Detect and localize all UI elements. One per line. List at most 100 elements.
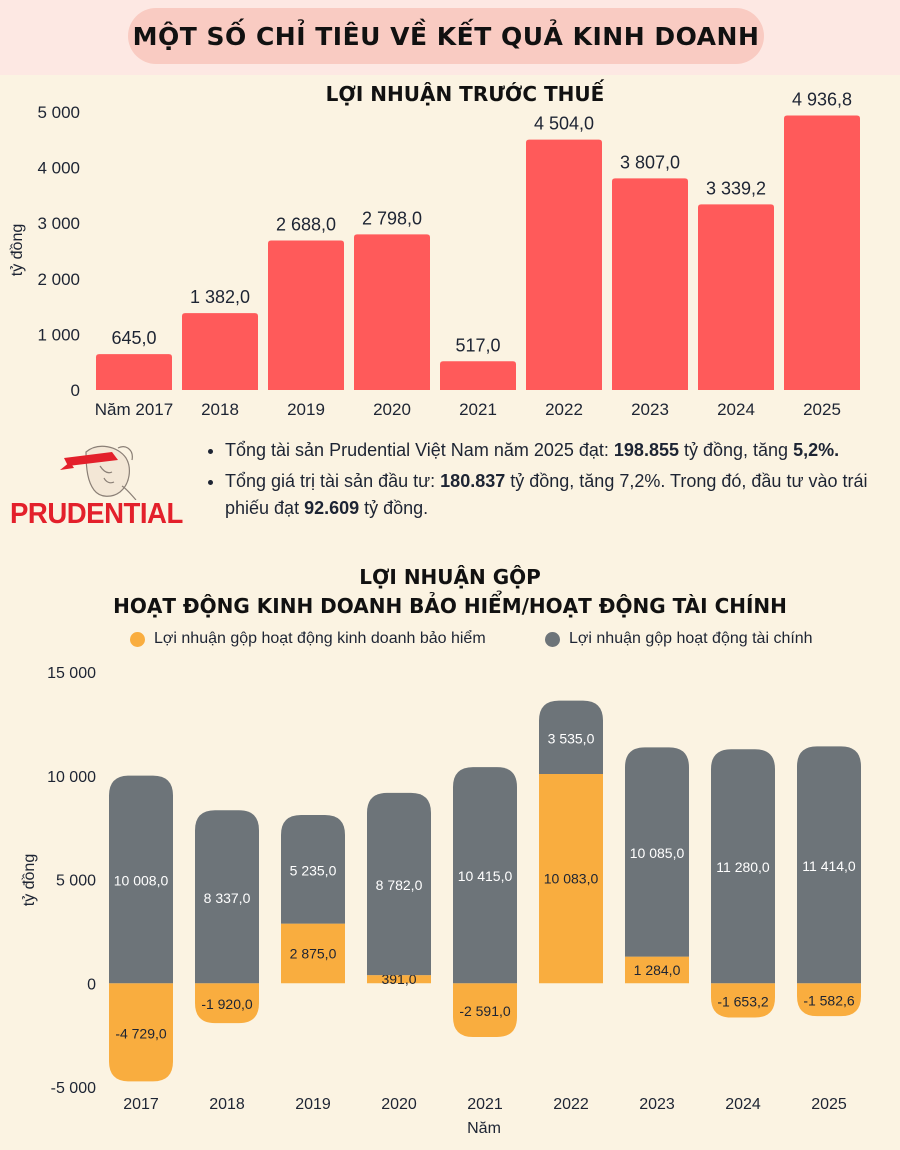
- info-value: 5,2%.: [793, 440, 840, 460]
- legend-swatch-insurance: [130, 631, 145, 647]
- chart1-bar: [182, 313, 258, 390]
- page-title: MỘT SỐ CHỈ TIÊU VỀ KẾT QUẢ KINH DOANH: [128, 8, 764, 64]
- chart2-bar-finance: [625, 747, 689, 957]
- chart1-bar-label: 1 382,0: [190, 287, 250, 307]
- chart2-subtitle: HOẠT ĐỘNG KINH DOANH BẢO HIỂM/HOẠT ĐỘNG …: [113, 594, 787, 618]
- chart2-label-insurance: -1 582,6: [803, 993, 855, 1009]
- prudential-wordmark: PRUDENTIAL: [10, 498, 183, 530]
- chart1-ytick-label: 3 000: [37, 214, 80, 233]
- chart1-ytick-label: 5 000: [37, 103, 80, 122]
- chart2-label-finance: 11 280,0: [716, 859, 770, 875]
- chart1-bar-label: 645,0: [111, 328, 156, 348]
- chart1-xtick-label: 2023: [631, 400, 669, 419]
- chart2-xtick-label: 2023: [639, 1096, 675, 1113]
- asset-info: Tổng tài sản Prudential Việt Nam năm 202…: [205, 437, 885, 526]
- chart2-xtick-label: 2025: [811, 1096, 847, 1113]
- chart1-ytick-label: 2 000: [37, 270, 80, 289]
- chart2-label-finance: 10 415,0: [458, 868, 513, 884]
- info-text: tỷ đồng, tăng 7,2%. Trong đó, đầu tư vào…: [225, 471, 868, 518]
- legend-item-finance: Lợi nhuận gộp hoạt động tài chính: [545, 630, 813, 648]
- chart2-xtick-label: 2024: [725, 1096, 761, 1113]
- info-investment-assets: Tổng giá trị tài sản đầu tư: 180.837 tỷ …: [225, 468, 885, 522]
- chart2-label-insurance: 1 284,0: [634, 962, 681, 978]
- info-text: Tổng tài sản Prudential Việt Nam năm 202…: [225, 440, 614, 460]
- chart2-xtick-label: 2020: [381, 1096, 417, 1113]
- chart1-bar: [784, 115, 860, 391]
- info-text: tỷ đồng.: [359, 498, 429, 518]
- chart2-bar-finance: [109, 775, 173, 984]
- chart1-bar-label: 3 339,2: [706, 178, 766, 198]
- chart1-bar-label: 3 807,0: [620, 152, 680, 172]
- chart1-bar: [96, 354, 172, 390]
- chart1-bar: [354, 234, 430, 390]
- chart2-bar-insurance: [797, 983, 861, 1017]
- legend-label-finance: Lợi nhuận gộp hoạt động tài chính: [569, 630, 813, 647]
- chart2-label-insurance: -1 653,2: [717, 993, 769, 1009]
- chart2-bar-insurance: [625, 956, 689, 984]
- chart2-label-finance: 8 337,0: [204, 890, 251, 906]
- info-value: 198.855: [613, 440, 679, 460]
- prudential-logo-icon: [60, 445, 137, 500]
- chart2-ytick-label: 10 000: [47, 769, 96, 786]
- chart2-bar-insurance: [281, 923, 345, 984]
- legend-item-insurance: Lợi nhuận gộp hoạt động kinh doanh bảo h…: [130, 630, 486, 648]
- info-value: 92.609: [304, 498, 360, 518]
- chart2-bar-finance: [711, 749, 775, 984]
- chart2-label-finance: 10 085,0: [630, 845, 685, 861]
- chart2-xlabel: Năm: [467, 1120, 501, 1137]
- chart2-label-insurance: -1 920,0: [201, 996, 253, 1012]
- chart1-xtick-label: Năm 2017: [95, 400, 173, 419]
- chart1-bar-label: 4 504,0: [534, 114, 594, 134]
- chart1-xtick-label: 2025: [803, 400, 841, 419]
- legend-label-insurance: Lợi nhuận gộp hoạt động kinh doanh bảo h…: [154, 630, 486, 647]
- chart1-bar-label: 517,0: [455, 335, 500, 355]
- chart1-xtick-label: 2019: [287, 400, 325, 419]
- chart2-bar-finance: [281, 814, 345, 924]
- chart2-bar-insurance: [711, 983, 775, 1018]
- info-total-assets: Tổng tài sản Prudential Việt Nam năm 202…: [225, 437, 885, 464]
- chart1-xtick-label: 2021: [459, 400, 497, 419]
- chart2-bar-insurance: [453, 983, 517, 1038]
- chart1-ytick-label: 4 000: [37, 159, 80, 178]
- chart2-label-insurance: 2 875,0: [290, 945, 337, 961]
- chart2-ylabel: tỷ đồng: [21, 854, 38, 906]
- chart2-label-finance: 11 414,0: [802, 858, 856, 874]
- legend-swatch-finance: [545, 631, 560, 647]
- info-text: Tổng giá trị tài sản đầu tư:: [225, 471, 441, 491]
- chart1-ytick-label: 1 000: [37, 325, 80, 344]
- chart1-bar: [268, 240, 344, 390]
- profit-before-tax-chart: 0 1 000 2 000 3 000 4 000 5 000 tỷ đồng 645,0 Nă…: [9, 90, 860, 419]
- chart1-bar: [440, 361, 516, 390]
- chart2-xtick-label: 2019: [295, 1096, 331, 1113]
- chart2-bar-insurance: [195, 983, 259, 1024]
- chart1-bar-label: 2 798,0: [362, 208, 422, 228]
- chart2-label-finance: 5 235,0: [290, 862, 337, 878]
- chart2-label-finance: 10 008,0: [114, 872, 169, 888]
- chart2-bar-finance: [797, 746, 861, 984]
- chart2-title: LỢI NHUẬN GỘP HOẠT ĐỘNG KINH DOANH BẢO H…: [0, 563, 900, 621]
- chart1-xtick-label: 2022: [545, 400, 583, 419]
- chart2-bar-finance: [367, 792, 431, 976]
- prudential-logo: PRUDENTIAL: [8, 440, 198, 540]
- chart2-xtick-label: 2017: [123, 1096, 159, 1113]
- chart2-bar-finance: [539, 700, 603, 775]
- chart1-ytick-label: 0: [71, 381, 80, 400]
- chart2-label-insurance: 10 083,0: [544, 871, 599, 887]
- chart1-bar-label: 2 688,0: [276, 215, 336, 235]
- chart2-ytick-label: 5 000: [56, 873, 96, 890]
- chart2-label-finance: 3 535,0: [548, 730, 595, 746]
- chart2-label-insurance: -2 591,0: [459, 1003, 511, 1019]
- chart2-ytick-label: 15 000: [47, 665, 96, 682]
- info-value: 180.837: [440, 471, 506, 491]
- chart2-bar-insurance: [109, 983, 173, 1082]
- chart1-bar-label: 4 936,8: [792, 90, 852, 110]
- chart1-bar: [526, 139, 602, 390]
- chart1-xtick-label: 2020: [373, 400, 411, 419]
- chart1-bar: [698, 204, 774, 390]
- chart1-bar: [612, 178, 688, 390]
- chart1-xtick-label: 2024: [717, 400, 755, 419]
- chart2-xtick-label: 2021: [467, 1096, 503, 1113]
- chart2-label-insurance: -4 729,0: [115, 1025, 167, 1041]
- chart2-bar-insurance: [367, 975, 431, 984]
